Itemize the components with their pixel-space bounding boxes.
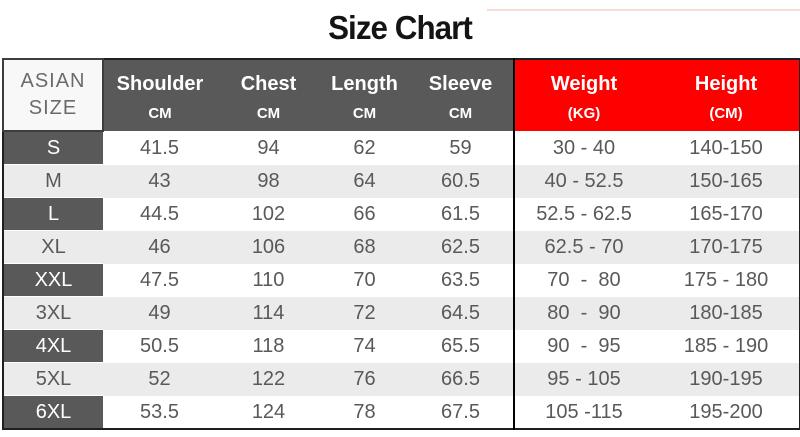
cell-shoulder: 46 [103,230,216,264]
cell-weight: 52.5 - 62.5 [513,197,653,231]
cell-weight: 70 - 80 [513,263,653,297]
cell-chest: 110 [216,263,321,297]
cell-length: 62 [321,131,408,165]
cell-chest: 118 [216,329,321,363]
cell-chest: 94 [216,131,321,165]
cell-height: 140-150 [653,131,800,165]
cell-sleeve: 65.5 [408,329,514,363]
table-row-xl: XL 46 106 68 62.5 62.5 - 70 170-175 [3,230,800,264]
cell-sleeve: 60.5 [408,164,514,198]
cell-length: 72 [321,296,408,330]
header-length: Length CM [321,59,408,131]
header-height: Height (CM) [653,59,800,131]
cell-shoulder: 47.5 [103,263,216,297]
cell-weight: 30 - 40 [513,131,653,165]
top-edge-artifact [487,9,800,11]
cell-height: 185 - 190 [653,329,800,363]
cell-length: 68 [321,230,408,264]
cell-sleeve: 59 [408,131,514,165]
table-row-4xl: 4XL 50.5 118 74 65.5 90 - 95 185 - 190 [3,329,800,363]
cell-chest: 124 [216,395,321,429]
cell-sleeve: 67.5 [408,395,514,429]
cell-chest: 106 [216,230,321,264]
size-chart-page: Size Chart ASIAN SIZE Shoulder CM Chest … [0,9,800,437]
size-badge: L [3,197,103,231]
size-badge: 3XL [3,296,103,330]
cell-height: 165-170 [653,197,800,231]
size-badge: M [3,164,103,198]
header-chest: Chest CM [216,59,321,131]
table-header: ASIAN SIZE Shoulder CM Chest CM Length C… [2,58,800,132]
cell-height: 190-195 [653,362,800,396]
cell-length: 70 [321,263,408,297]
table-row-l: L 44.5 102 66 61.5 52.5 - 62.5 165-170 [3,197,800,231]
cell-length: 66 [321,197,408,231]
table-row-6xl: 6XL 53.5 124 78 67.5 105 -115 195-200 [3,395,800,430]
table-body: S 41.5 94 62 59 30 - 40 140-150 M 43 98 … [3,130,800,430]
header-sleeve: Sleeve CM [408,59,514,131]
cell-shoulder: 43 [103,164,216,198]
header-weight: Weight (KG) [513,59,653,131]
cell-chest: 102 [216,197,321,231]
asian-size-line2: SIZE [28,97,78,119]
cell-length: 76 [321,362,408,396]
cell-shoulder: 49 [103,296,216,330]
table-row-s: S 41.5 94 62 59 30 - 40 140-150 [3,130,800,165]
table-row-3xl: 3XL 49 114 72 64.5 80 - 90 180-185 [3,296,800,330]
header-shoulder: Shoulder CM [103,59,216,131]
cell-shoulder: 50.5 [103,329,216,363]
asian-size-line1: ASIAN [20,70,86,92]
cell-shoulder: 53.5 [103,395,216,429]
cell-height: 195-200 [653,395,800,429]
table-row-xxl: XXL 47.5 110 70 63.5 70 - 80 175 - 180 [3,263,800,297]
cell-shoulder: 41.5 [103,131,216,165]
cell-weight: 80 - 90 [513,296,653,330]
cell-chest: 114 [216,296,321,330]
cell-sleeve: 66.5 [408,362,514,396]
cell-weight: 40 - 52.5 [513,164,653,198]
size-badge: 4XL [3,329,103,363]
cell-height: 180-185 [653,296,800,330]
cell-sleeve: 61.5 [408,197,514,231]
cell-weight: 90 - 95 [513,329,653,363]
cell-height: 175 - 180 [653,263,800,297]
cell-weight: 62.5 - 70 [513,230,653,264]
page-title: Size Chart [328,9,473,46]
header-row: ASIAN SIZE Shoulder CM Chest CM Length C… [2,58,800,132]
cell-length: 64 [321,164,408,198]
cell-height: 170-175 [653,230,800,264]
size-badge: 5XL [3,362,103,396]
cell-height: 150-165 [653,164,800,198]
cell-weight: 95 - 105 [513,362,653,396]
cell-chest: 98 [216,164,321,198]
size-badge: XXL [3,263,103,297]
size-chart-table: ASIAN SIZE Shoulder CM Chest CM Length C… [2,58,800,430]
cell-sleeve: 63.5 [408,263,514,297]
cell-chest: 122 [216,362,321,396]
size-badge: XL [3,230,103,264]
table-row-m: M 43 98 64 60.5 40 - 52.5 150-165 [3,164,800,198]
cell-shoulder: 52 [103,362,216,396]
size-badge: 6XL [3,395,103,430]
cell-shoulder: 44.5 [103,197,216,231]
cell-weight: 105 -115 [513,395,653,429]
cell-sleeve: 64.5 [408,296,514,330]
cell-length: 78 [321,395,408,429]
cell-length: 74 [321,329,408,363]
size-badge: S [3,130,103,165]
header-asian-size: ASIAN SIZE [2,58,104,132]
table-row-5xl: 5XL 52 122 76 66.5 95 - 105 190-195 [3,362,800,396]
cell-sleeve: 62.5 [408,230,514,264]
